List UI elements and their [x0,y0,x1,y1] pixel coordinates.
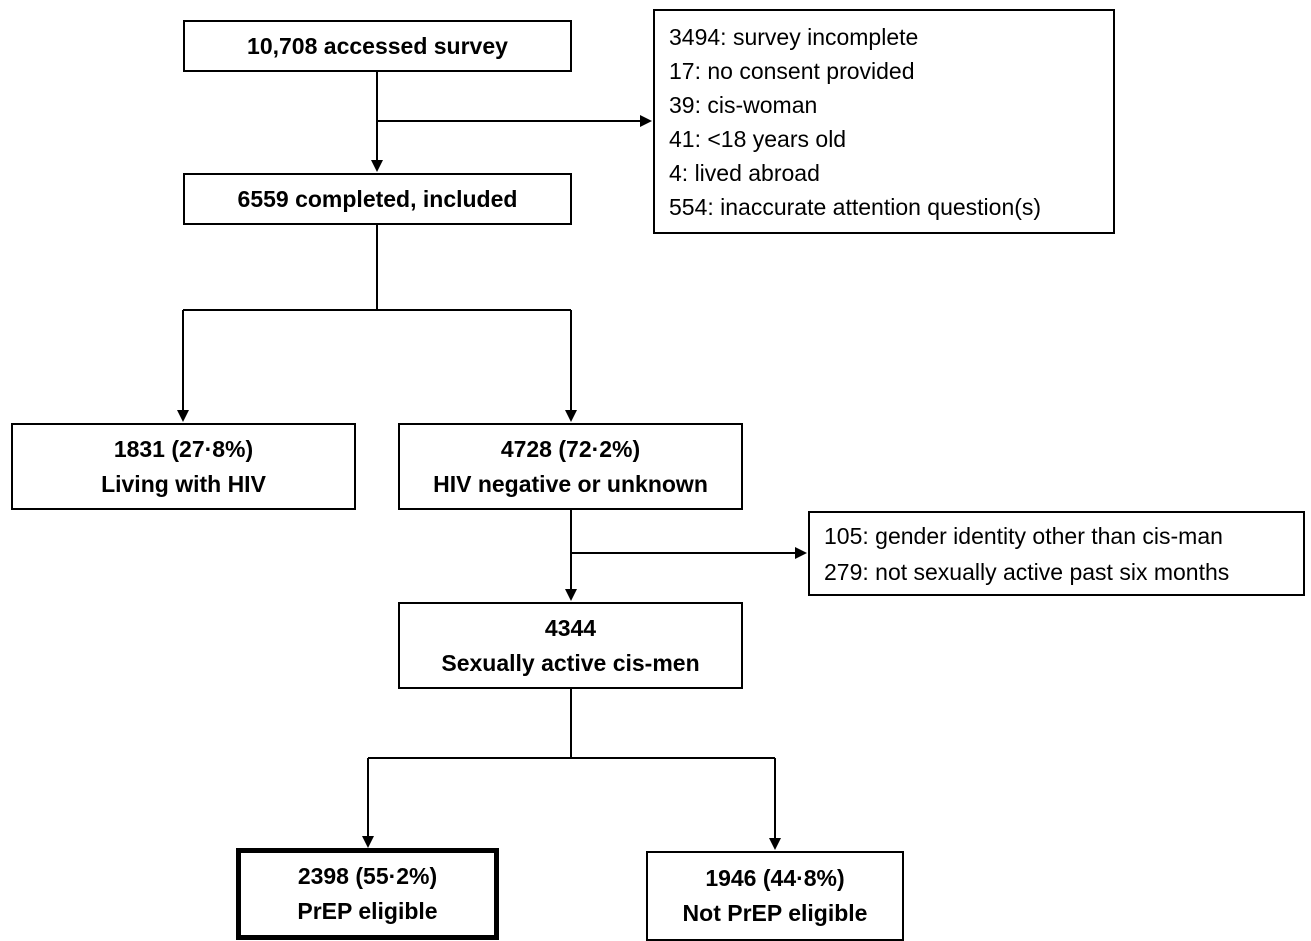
sexually-active-box: 4344 Sexually active cis-men [398,602,743,689]
exclusions-box-1: 3494: survey incomplete 17: no consent p… [653,9,1115,234]
living-with-hiv-label: Living with HIV [101,470,266,497]
exclusion-item: 105: gender identity other than cis-man [824,522,1223,549]
exclusion-item: 4: lived abroad [669,159,820,186]
exclusion-item: 41: <18 years old [669,125,847,152]
completed-included-box: 6559 completed, included [183,173,572,225]
not-prep-eligible-label: Not PrEP eligible [682,900,868,926]
sexually-active-label: Sexually active cis-men [441,649,700,676]
hiv-negative-box: 4728 (72·2%) HIV negative or unknown [398,423,743,510]
exclusion-item: 279: not sexually active past six months [824,558,1230,585]
exclusions-box-2: 105: gender identity other than cis-man … [808,511,1305,596]
accessed-survey-text: 10,708 accessed survey [247,32,508,59]
not-prep-eligible-count: 1946 (44·8%) [705,865,845,891]
hiv-negative-label: HIV negative or unknown [433,470,708,497]
prep-eligible-label: PrEP eligible [297,898,438,924]
living-with-hiv-count: 1831 (27·8%) [113,435,254,462]
living-with-hiv-box: 1831 (27·8%) Living with HIV [11,423,356,510]
not-prep-eligible-box: 1946 (44·8%) Not PrEP eligible [646,851,904,941]
prep-eligible-box: 2398 (55·2%) PrEP eligible [236,848,499,940]
exclusion-item: 554: inaccurate attention question(s) [669,193,1042,220]
exclusion-item: 3494: survey incomplete [669,23,919,50]
exclusion-item: 17: no consent provided [669,57,915,84]
hiv-negative-count: 4728 (72·2%) [500,435,641,462]
exclusion-item: 39: cis-woman [669,91,818,118]
accessed-survey-box: 10,708 accessed survey [183,20,572,72]
sexually-active-count: 4344 [544,614,597,641]
prep-eligible-count: 2398 (55·2%) [297,863,438,889]
completed-included-text: 6559 completed, included [237,185,518,212]
